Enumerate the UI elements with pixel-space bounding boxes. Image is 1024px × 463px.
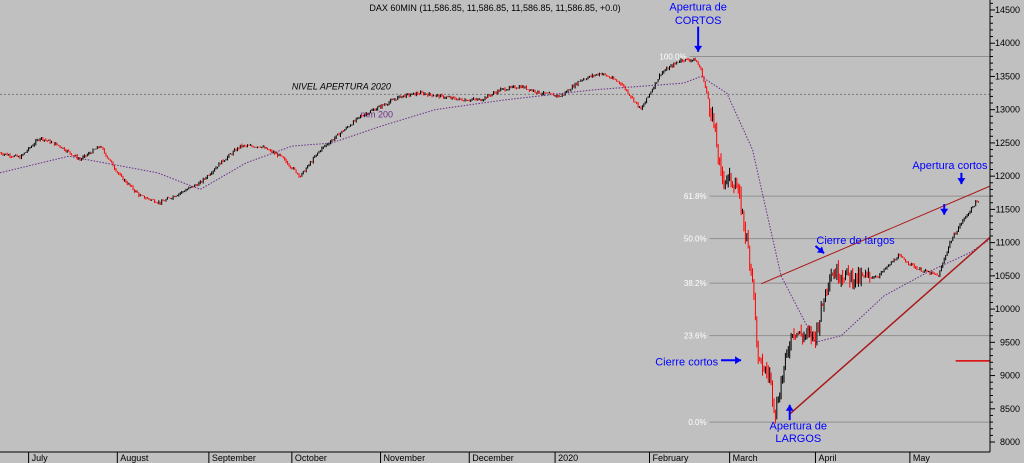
annotation-label: Apertura de <box>770 420 827 432</box>
arrow-cierre-cortos-head <box>735 356 742 365</box>
reference-lines: NIVEL APERTURA 2020 <box>0 81 990 95</box>
x-tick-label: November <box>384 453 426 463</box>
x-tick-label: October <box>295 453 327 463</box>
x-tick-label: April <box>818 453 836 463</box>
mm200-label: mm 200 <box>361 110 394 120</box>
fib-level-label: 38.2% <box>684 279 707 288</box>
y-tick-label: 12500 <box>995 138 1020 148</box>
y-tick-label: 10000 <box>995 304 1020 314</box>
annotation-label: CORTOS <box>675 15 722 27</box>
x-tick-label: December <box>472 453 514 463</box>
y-tick-label: 11500 <box>996 204 1020 214</box>
y-tick-label: 12000 <box>995 171 1020 181</box>
annotation-label: Apertura cortos <box>912 160 988 172</box>
fib-level-label: 0.0% <box>688 418 706 427</box>
fib-level-label: 61.8% <box>684 192 707 201</box>
y-tick-label: 9500 <box>1000 337 1020 347</box>
fib-level-label: 23.6% <box>684 332 707 341</box>
annotation-label: Cierre cortos <box>655 357 718 369</box>
resistance-trendline <box>760 185 991 285</box>
x-tick-label: February <box>653 453 690 463</box>
y-tick-label: 8500 <box>1000 404 1020 414</box>
y-tick-label: 14500 <box>995 5 1020 15</box>
y-tick-label: 8000 <box>1000 437 1020 447</box>
arrow-cierre-largos-head <box>816 246 825 254</box>
fib-level-label: 50.0% <box>684 235 707 244</box>
arrow-small-may-head <box>940 208 949 215</box>
y-tick-label: 14000 <box>995 38 1020 48</box>
arrow-apertura-cortos-2-head <box>957 178 966 185</box>
nivel-apertura-label: NIVEL APERTURA 2020 <box>292 81 391 91</box>
y-tick-label: 10500 <box>995 271 1020 281</box>
annotation-label: Apertura de <box>669 2 726 14</box>
x-tick-label: March <box>733 453 758 463</box>
fib-level-label: 100.0% <box>659 53 686 62</box>
arrow-apertura-largos-head <box>785 404 794 411</box>
y-tick-label: 13000 <box>995 105 1020 115</box>
y-tick-label: 9000 <box>1000 371 1020 381</box>
support-trendline <box>789 236 991 415</box>
trendlines <box>760 185 991 415</box>
x-tick-label: September <box>212 453 256 463</box>
candles <box>0 57 980 424</box>
x-tick-label: July <box>32 453 49 463</box>
chart-title: DAX 60MIN (11,586.85, 11,586.85, 11,586.… <box>369 3 620 13</box>
y-axis: 8000 8500 9000 9500 10000 10500 11000 11500 1200… <box>990 2 1020 447</box>
y-tick-label: 13500 <box>995 71 1020 81</box>
x-tick-label: 2020 <box>558 453 578 463</box>
annotation-label: LARGOS <box>775 433 821 445</box>
mm200-layer: mm 200 <box>0 75 991 343</box>
x-axis: July August September October November Decemb… <box>28 452 931 463</box>
y-tick-label: 11000 <box>996 238 1020 248</box>
x-tick-label: August <box>120 453 149 463</box>
annotation-label: Cierre de largos <box>816 235 895 247</box>
arrow-apertura-cortos-head <box>694 45 703 52</box>
x-tick-label: May <box>913 453 931 463</box>
